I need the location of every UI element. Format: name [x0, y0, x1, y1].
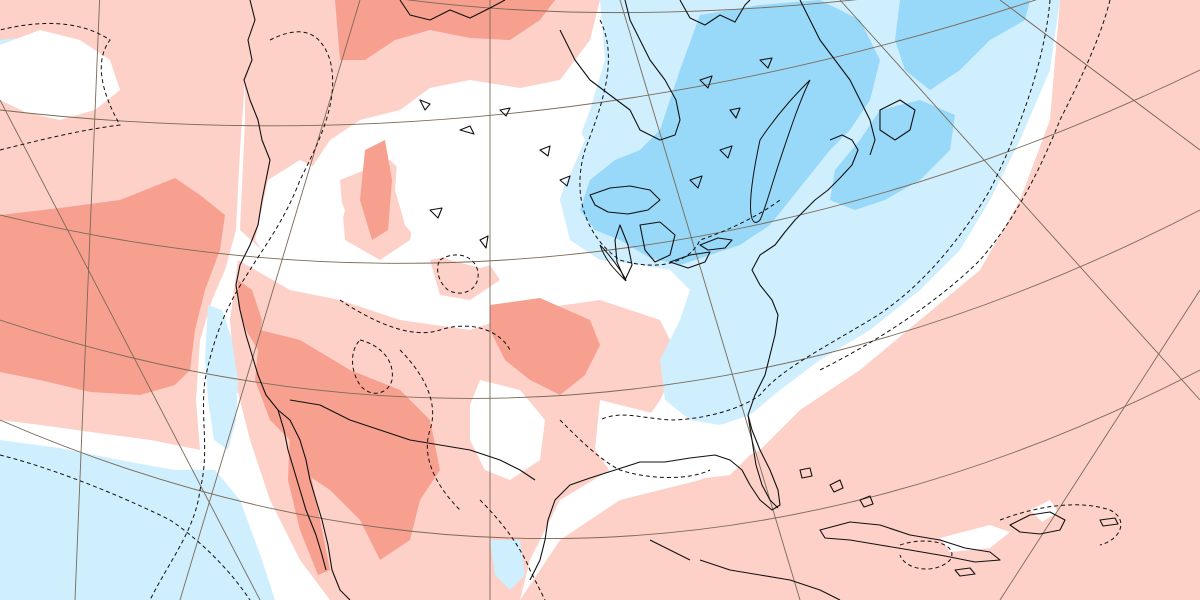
dashed-contour-line: [339, 299, 511, 351]
coastline-shape: [799, 0, 876, 156]
coastline-shape: [419, 99, 431, 111]
warm-core-rockies-strip: [360, 140, 392, 240]
dashed-contour-line: [599, 0, 1051, 421]
coastline-shape: [679, 0, 751, 26]
cool-area-california-coast: [205, 305, 238, 450]
warm-area-canada-north: [240, 0, 600, 250]
graticule-line: [179, 0, 361, 600]
warm-medium-anomaly-layer: [0, 0, 600, 575]
coastline-shape: [539, 145, 551, 157]
neutral-zone-hispaniola: [1030, 500, 1058, 522]
coastline-shape: [639, 221, 676, 263]
coastline-shape: [1099, 517, 1119, 527]
dashed-contour-line: [559, 419, 711, 478]
warm-core-west-coast-strip: [238, 280, 262, 350]
dashed-contour-layer: [0, 0, 1122, 600]
coastline-layer: [235, 0, 1119, 600]
dashed-contour-line: [819, 0, 1111, 371]
dashed-contour-line: [437, 254, 479, 294]
lakes-layer: [419, 57, 773, 249]
warm-area-atlantic: [520, 0, 1200, 600]
graticule-line: [405, 0, 858, 14]
coastline-shape: [859, 495, 874, 508]
coastline-shape: [235, 0, 351, 600]
coastline-shape: [399, 0, 506, 21]
graticule-line: [0, 69, 1200, 264]
neutral-zone-alaska: [0, 30, 120, 120]
graticule-line: [0, 209, 1200, 399]
dashed-contour-line: [352, 339, 393, 394]
graticule-line: [0, 0, 1037, 127]
coastline-shape: [589, 185, 661, 215]
warm-core-pacific: [0, 178, 225, 395]
coastline-shape: [954, 567, 976, 577]
coastline-shape: [669, 251, 711, 269]
coastline-shape: [879, 99, 916, 141]
warm-core-southern-plains: [490, 298, 600, 395]
coastline-shape: [799, 467, 813, 479]
coastline-shape: [729, 107, 741, 119]
cool-core-labrador-sea: [830, 100, 955, 210]
cool-area-east-pacific: [0, 440, 275, 600]
dashed-contour-line: [149, 31, 334, 600]
coastline-shape: [747, 414, 779, 509]
coastline-shape: [429, 207, 443, 219]
coastline-shape: [719, 145, 733, 159]
coastline-shape: [689, 175, 703, 189]
warm-core-north: [335, 0, 555, 60]
coastline-shape: [759, 57, 773, 69]
dashed-contour-line: [0, 23, 121, 151]
warm-core-baja: [288, 430, 330, 575]
graticule-line: [0, 99, 261, 600]
cool-core-hudson-quebec: [580, 0, 880, 265]
coastline-shape: [819, 521, 1001, 563]
neutral-zone-texas: [470, 380, 545, 480]
coastline-shape: [699, 75, 713, 89]
graticule-line: [74, 0, 101, 600]
coastline-shape: [699, 559, 841, 600]
dashed-contour-line: [0, 454, 251, 600]
coastline-shape: [1009, 511, 1066, 535]
coastline-shape: [829, 479, 844, 493]
dashed-contour-line: [479, 499, 546, 600]
dashed-contour-line: [579, 19, 781, 266]
graticule-line: [999, 0, 1200, 151]
cool-core-greenland-sea: [895, 0, 1030, 90]
cool-medium-anomaly-layer: [580, 0, 1030, 265]
coastline-shape: [479, 235, 489, 249]
cool-area-gulf-south: [490, 540, 525, 590]
coastline-shape: [559, 175, 571, 187]
coastline-shape: [499, 107, 511, 117]
neutral-zone-pacific-ring: [0, 420, 215, 470]
warm-core-southwest: [255, 330, 440, 560]
coastline-shape: [747, 134, 859, 416]
neutral-zone-west-interior: [255, 160, 345, 275]
dashed-contour-line: [999, 504, 1122, 546]
coastline-shape: [559, 0, 681, 141]
coastline-shape: [649, 539, 691, 561]
graticule-line: [839, 0, 1200, 401]
coastline-shape: [277, 409, 327, 571]
coastline-shape: [289, 399, 536, 481]
solid-contour-line: [750, 79, 811, 223]
dashed-contour-line: [899, 540, 953, 570]
graticule-line: [999, 289, 1200, 600]
coastline-shape: [699, 237, 733, 251]
coastline-shape: [459, 125, 475, 135]
coastline-shape: [614, 224, 633, 281]
coastline-shape: [529, 414, 781, 581]
graticule-line: [0, 369, 1200, 539]
